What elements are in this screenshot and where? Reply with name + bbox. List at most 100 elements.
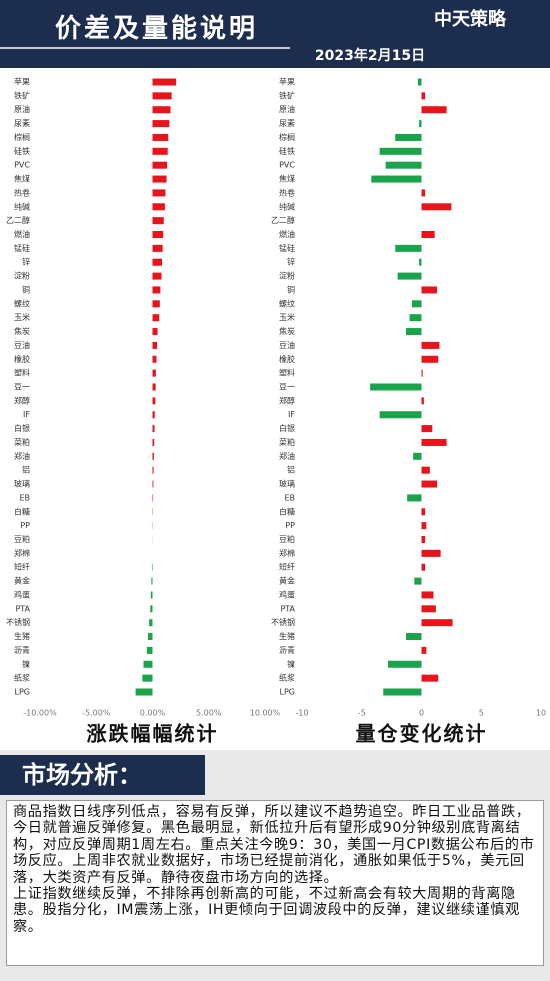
category-label: 尿素 (14, 118, 30, 128)
logo: 中天策略 (434, 8, 507, 30)
category-label: 沥青 (14, 645, 30, 655)
category-label: 玉米 (14, 312, 30, 322)
category-label: 生猪 (279, 631, 295, 641)
x-tick-label: -5.00% (82, 709, 111, 718)
category-label: 黄金 (279, 576, 295, 586)
category-label: 橡胶 (279, 354, 295, 364)
x-tick-label: -10 (295, 709, 308, 718)
category-label: 郑油 (279, 451, 295, 461)
bar (411, 300, 422, 308)
category-label: LPG (15, 688, 30, 697)
category-label: 菜粕 (279, 437, 295, 447)
bar (421, 438, 447, 446)
category-label: 不锈钢 (6, 617, 30, 627)
category-label: 铁矿 (279, 90, 295, 100)
category-label: 铝 (22, 465, 30, 475)
category-label: 白银 (279, 423, 295, 433)
category-label: 镍 (22, 659, 30, 669)
bar (405, 633, 422, 641)
category-label: 塑料 (14, 368, 30, 378)
x-tick-label: -5 (358, 709, 366, 718)
category-label: PTA (280, 604, 295, 613)
bar (152, 147, 168, 155)
paragraph: 上证指数继续反弹，不排除再创新高的可能，不过新高会有较大周期的背离隐患。股指分化… (13, 886, 520, 935)
category-label: 螺纹 (14, 298, 30, 308)
bar (152, 244, 163, 252)
bar (421, 563, 426, 571)
bar (421, 466, 430, 474)
bar (421, 674, 439, 682)
header-date: 2023年2月15日 (315, 47, 425, 64)
bar (421, 549, 441, 557)
bar (152, 494, 154, 502)
category-label: 锰硅 (279, 243, 295, 253)
x-tick-label: 0.00% (140, 709, 166, 718)
category-label: 铜 (287, 284, 295, 294)
category-label: 纸浆 (14, 673, 30, 683)
bar (421, 425, 433, 433)
bar (149, 619, 153, 627)
header-band (0, 0, 550, 68)
bar (152, 341, 157, 349)
x-tick-label: 0 (419, 709, 424, 718)
bar (152, 383, 156, 391)
bar (421, 106, 447, 114)
bar (152, 203, 165, 211)
bar (152, 133, 169, 141)
bar (150, 591, 153, 599)
category-label: 白糖 (14, 506, 30, 516)
bar (148, 633, 153, 641)
category-label: 热卷 (279, 187, 295, 197)
category-label: 豆一 (14, 383, 30, 392)
category-label: EB (284, 493, 295, 502)
category-label: 棕榈 (279, 132, 295, 142)
bar (152, 189, 166, 197)
bar (152, 480, 154, 488)
background (0, 0, 550, 750)
x-tick-label: -10.00% (23, 709, 57, 718)
category-label: 白银 (14, 423, 30, 433)
bar (379, 411, 422, 419)
bar (405, 328, 422, 336)
category-label: 豆油 (279, 340, 295, 350)
bar (146, 646, 153, 654)
category-label: 焦煤 (279, 174, 295, 184)
bar (385, 161, 422, 169)
category-label: PP (285, 521, 295, 530)
chart-title: 量仓变化统计 (356, 722, 488, 746)
bar (409, 314, 422, 322)
bar (417, 78, 422, 86)
category-label: 锰硅 (14, 243, 30, 253)
bar (421, 480, 438, 488)
bar (371, 175, 422, 183)
category-label: 豆油 (14, 340, 30, 350)
bar (152, 286, 161, 294)
bar (421, 369, 423, 377)
bar (421, 189, 426, 197)
category-label: 苹果 (14, 77, 30, 87)
bar (419, 120, 422, 128)
bar (388, 660, 422, 668)
category-label: 苹果 (279, 77, 295, 87)
bar (151, 577, 153, 585)
category-label: 乙二醇 (6, 215, 30, 225)
category-label: 郑油 (14, 451, 30, 461)
category-label: 铝 (287, 465, 295, 475)
bar (419, 258, 422, 266)
category-label: 锌 (287, 257, 295, 267)
bar (383, 688, 422, 696)
category-label: 淀粉 (14, 271, 30, 281)
category-label: 纸浆 (279, 673, 295, 683)
category-label: 橡胶 (14, 354, 30, 364)
bar (152, 217, 164, 225)
category-label: 螺纹 (279, 298, 295, 308)
bar (152, 314, 160, 322)
bar (395, 133, 422, 141)
category-label: 短纤 (14, 562, 30, 572)
bar (152, 328, 158, 336)
bar (135, 688, 153, 696)
bar (407, 494, 422, 502)
x-tick-label: 5.00% (196, 709, 222, 718)
